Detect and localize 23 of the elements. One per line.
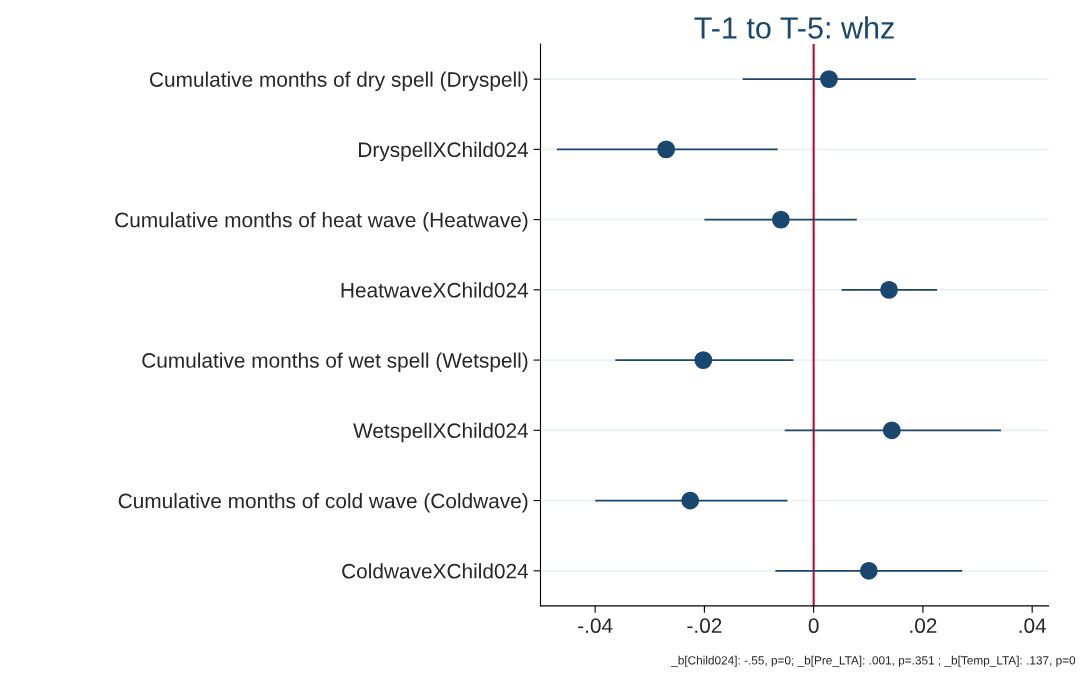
point	[820, 70, 838, 89]
y-tick-label: WetspellXChild024	[353, 422, 529, 443]
point	[681, 491, 700, 510]
point	[880, 280, 898, 299]
point	[694, 351, 713, 369]
chart-title: T-1 to T-5: whz	[694, 16, 894, 39]
y-tick-label: HeatwaveXChild024	[341, 282, 529, 298]
y-tick-label: ColdwaveXChild024	[342, 563, 529, 579]
y-tick-label: Cumulative months of cold wave (Coldwave)	[118, 493, 528, 513]
x-tick-label: -.02	[687, 618, 722, 634]
y-tick-label: Cumulative months of wet spell (Wetspell)	[142, 352, 528, 372]
text: _b[Child024]: -.55, p=0; _b[Pre_LTA]: .001, p=.351 ; _b[Temp_LTA]: .137, p=0	[671, 655, 1076, 667]
point	[657, 140, 676, 159]
y-tick-label: Cumulative months of dry spell (Dryspell)	[150, 71, 528, 91]
point	[882, 421, 901, 440]
x-tick-label: -.04	[578, 618, 613, 634]
x-tick-label: 0	[808, 618, 819, 634]
y-tick-label: Cumulative months of heat wave (Heatwave)	[115, 212, 528, 232]
x-tick-label: .02	[910, 618, 937, 634]
x-tick-label: .04	[1019, 618, 1047, 634]
point	[771, 210, 790, 229]
point	[859, 561, 878, 580]
y-tick-label: DryspellXChild024	[359, 141, 529, 162]
